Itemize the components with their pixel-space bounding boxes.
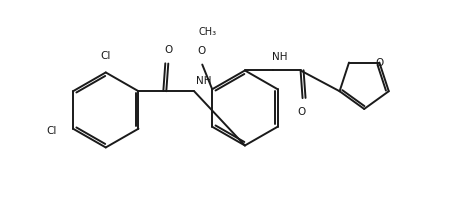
Text: NH: NH (196, 76, 212, 86)
Text: O: O (164, 45, 172, 55)
Text: CH₃: CH₃ (198, 27, 216, 37)
Text: Cl: Cl (46, 126, 56, 136)
Text: Cl: Cl (100, 51, 111, 61)
Text: O: O (197, 46, 206, 56)
Text: NH: NH (272, 52, 288, 62)
Text: O: O (375, 58, 383, 68)
Text: O: O (297, 107, 306, 117)
